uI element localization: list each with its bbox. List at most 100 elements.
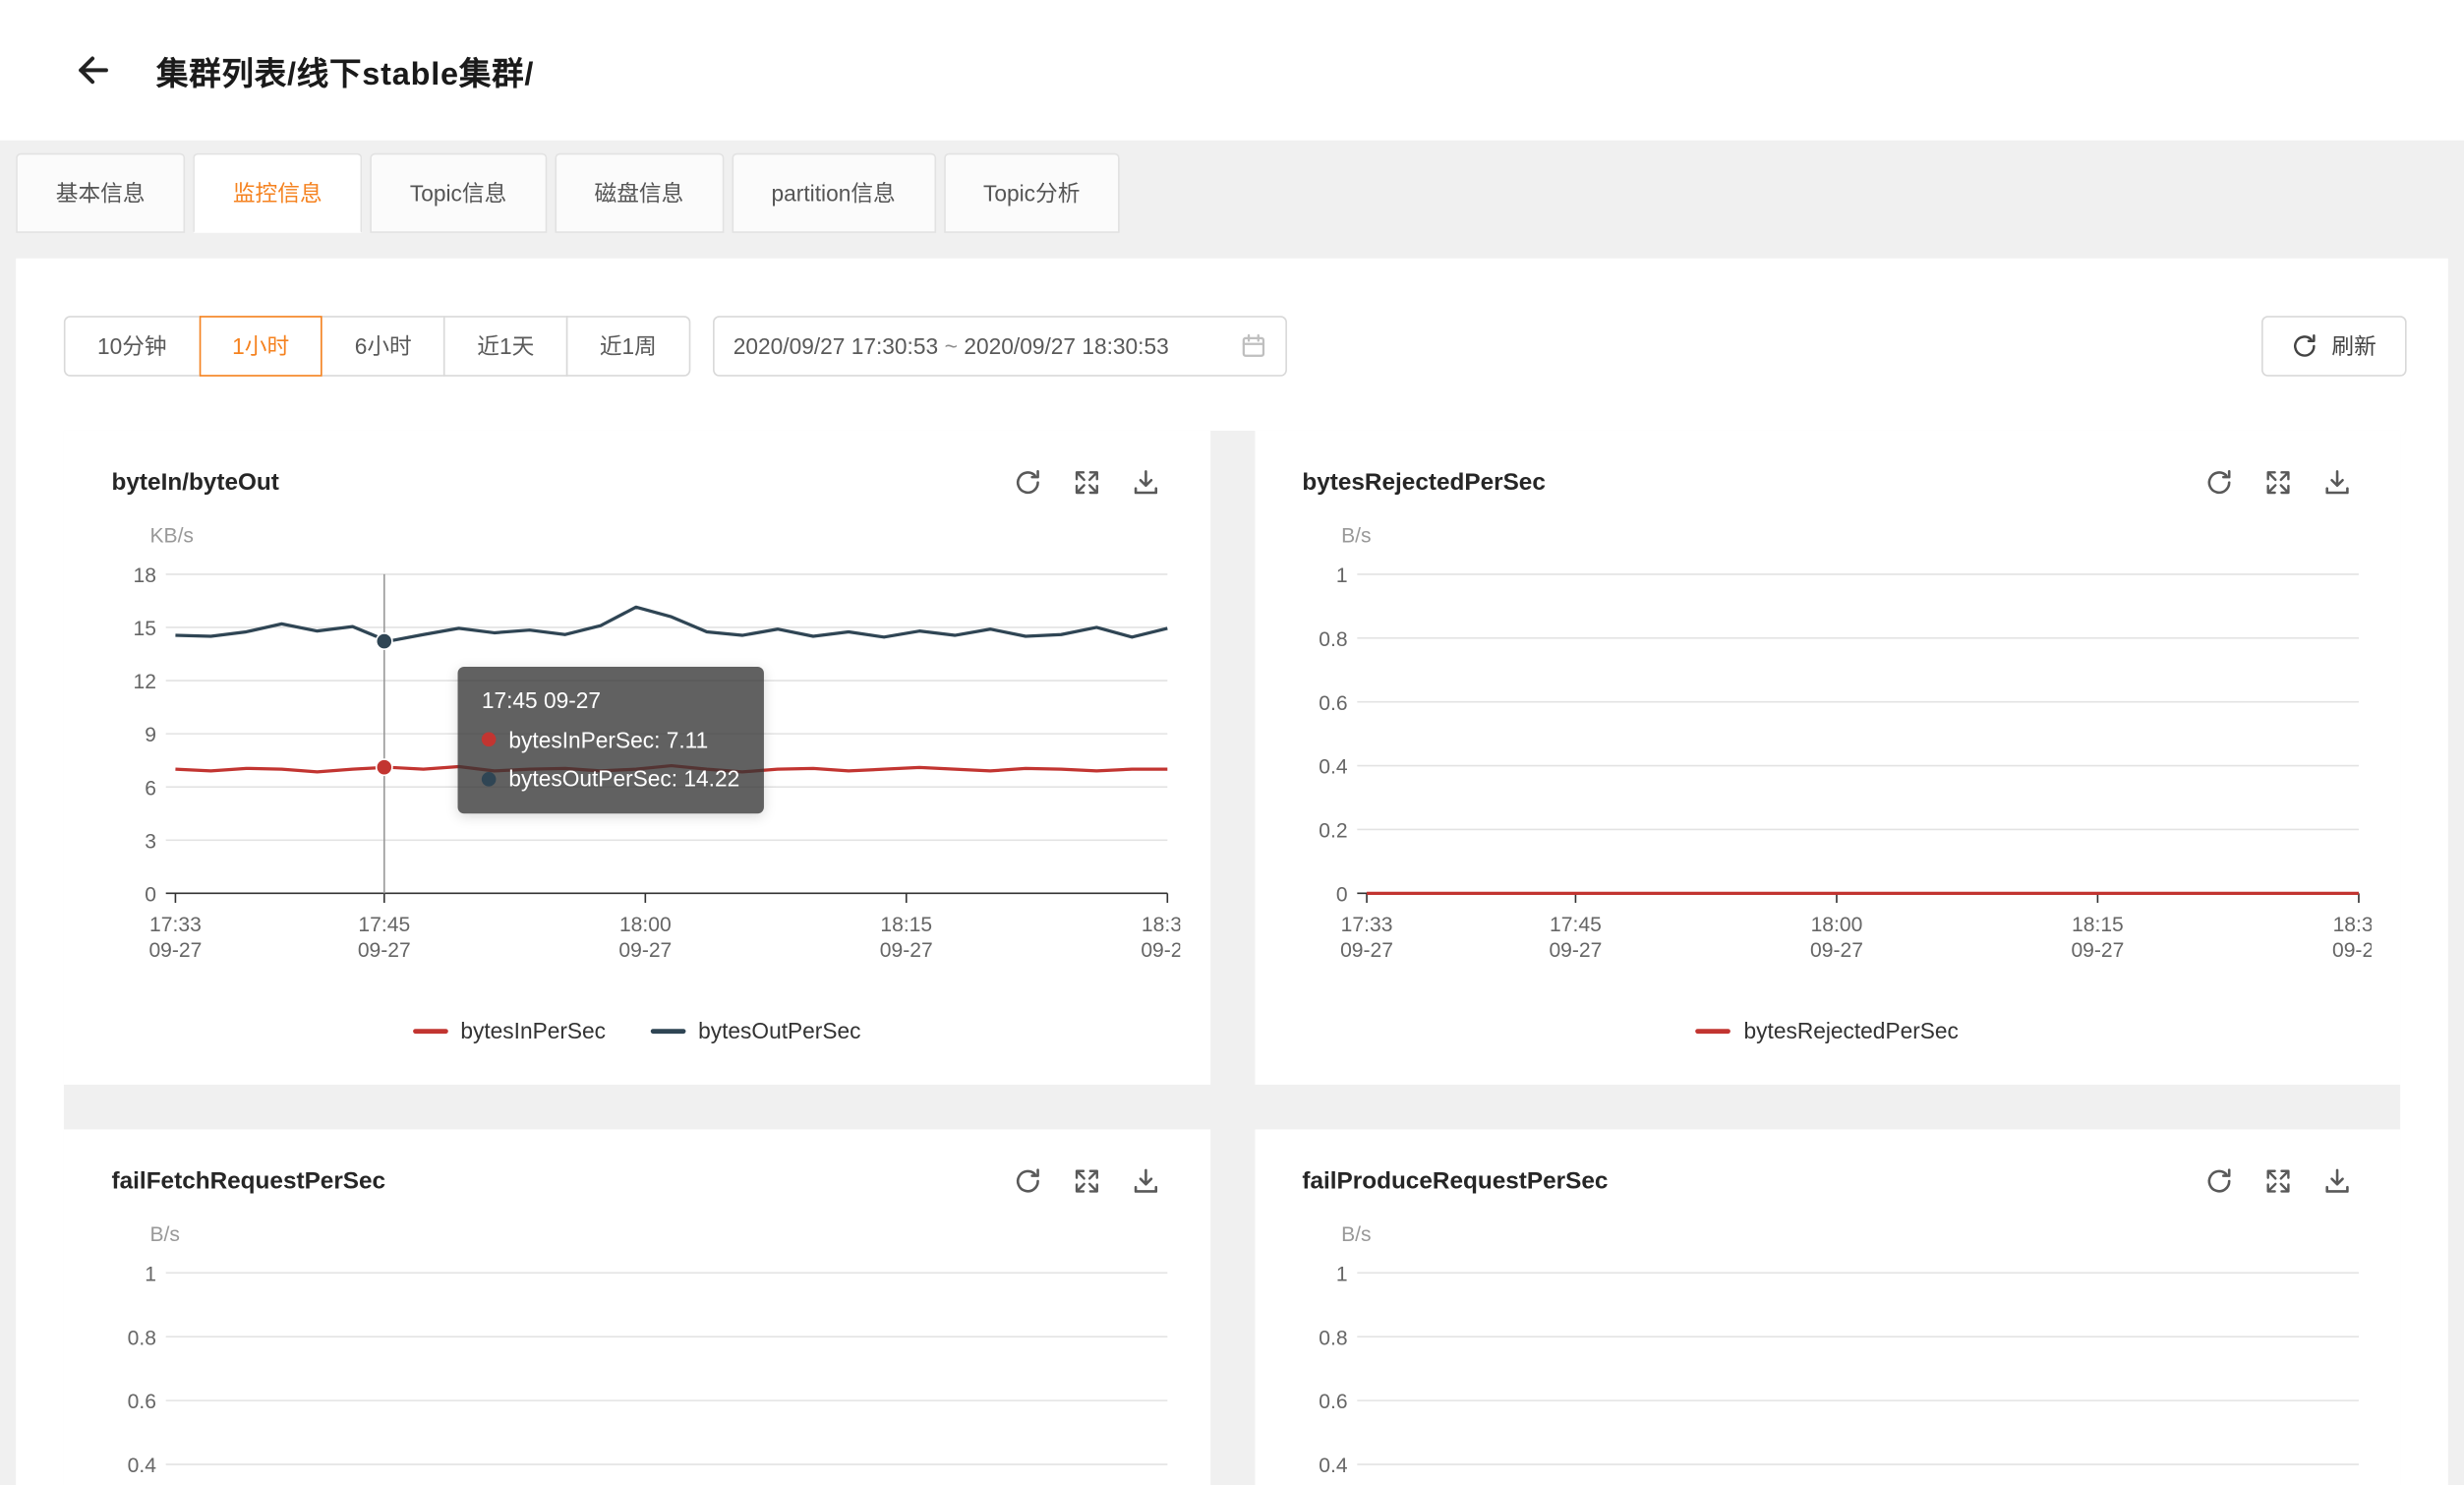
page-header: 集群列表/线下stable集群/ — [0, 0, 2464, 141]
svg-text:0: 0 — [145, 883, 156, 906]
download-icon — [1133, 468, 1160, 496]
date-range-start: 2020/09/27 17:30:53 — [733, 333, 939, 359]
svg-text:18:00: 18:00 — [619, 914, 672, 936]
svg-text:6: 6 — [145, 777, 156, 800]
chart-refresh-button[interactable] — [2202, 466, 2234, 498]
chart-fullscreen-button[interactable] — [1071, 1164, 1102, 1196]
date-range-picker[interactable]: 2020/09/27 17:30:53 ~ 2020/09/27 18:30:5… — [712, 316, 1287, 377]
expand-icon — [1074, 1167, 1101, 1195]
svg-text:B/s: B/s — [1340, 524, 1370, 547]
svg-text:1: 1 — [145, 1263, 156, 1285]
expand-icon — [2263, 1167, 2291, 1195]
monitor-content: 10分钟 1小时 6小时 近1天 近1周 2020/09/27 17:30:53… — [16, 258, 2448, 1485]
tab-basic-info[interactable]: 基本信息 — [16, 152, 186, 233]
download-icon — [2322, 1167, 2350, 1195]
chart-panel-bytein-byteout: byteIn/byteOut KB/s 0 3 6 9 12 15 18 17:33 09-27 1… — [63, 430, 1210, 1085]
panel-head: bytesRejectedPerSec — [1255, 466, 2400, 498]
tab-topic-analysis[interactable]: Topic分析 — [943, 152, 1120, 233]
plot-area[interactable]: KB/s 0 3 6 9 12 15 18 17:33 09-27 17:45 09-27 18:00 0… — [95, 520, 1209, 992]
chart-download-button[interactable] — [2320, 466, 2352, 498]
panel-head: failFetchRequestPerSec — [64, 1164, 1209, 1196]
svg-text:3: 3 — [145, 830, 156, 853]
chart-panel-bytes-rejected: bytesRejectedPerSec B/s 0 0.2 0.4 0.6 0.8 1 17:… — [1254, 430, 2401, 1085]
svg-text:09-27: 09-27 — [358, 939, 411, 962]
panel-actions — [2202, 466, 2352, 498]
chart-download-button[interactable] — [1130, 466, 1161, 498]
svg-text:0.4: 0.4 — [1318, 1455, 1347, 1477]
date-range-separator: ~ — [944, 333, 958, 359]
expand-icon — [2263, 468, 2291, 496]
svg-text:0.8: 0.8 — [1318, 628, 1346, 651]
download-icon — [2322, 468, 2350, 496]
svg-text:0.8: 0.8 — [1318, 1327, 1346, 1349]
chart-download-button[interactable] — [2320, 1164, 2352, 1196]
tab-monitor-info[interactable]: 监控信息 — [193, 152, 363, 233]
refresh-icon — [1015, 468, 1042, 496]
tab-topic-info[interactable]: Topic信息 — [370, 152, 547, 233]
arrow-left-icon — [75, 53, 110, 89]
svg-text:15: 15 — [134, 618, 156, 640]
range-1week-button[interactable]: 近1周 — [565, 316, 690, 377]
calendar-icon — [1241, 333, 1266, 359]
svg-text:0.6: 0.6 — [1318, 692, 1346, 715]
chart-legend: bytesInPerSec bytesOutPerSec — [64, 1018, 1209, 1043]
legend-label: bytesRejectedPerSec — [1743, 1017, 1959, 1043]
panel-head: failProduceRequestPerSec — [1255, 1164, 2400, 1196]
tab-disk-info[interactable]: 磁盘信息 — [554, 152, 724, 233]
range-1day-button[interactable]: 近1天 — [443, 316, 568, 377]
svg-text:0.4: 0.4 — [1318, 756, 1347, 779]
range-1hour-button[interactable]: 1小时 — [199, 316, 323, 377]
refresh-icon — [2292, 333, 2317, 359]
svg-text:18:15: 18:15 — [880, 914, 932, 936]
chart-toolbar: 10分钟 1小时 6小时 近1天 近1周 2020/09/27 17:30:53… — [16, 259, 2448, 377]
svg-text:0.2: 0.2 — [1318, 820, 1346, 843]
tab-bar: 基本信息 监控信息 Topic信息 磁盘信息 partition信息 Topic… — [16, 152, 2464, 233]
range-10min-button[interactable]: 10分钟 — [63, 316, 201, 377]
chart-refresh-button[interactable] — [1012, 466, 1043, 498]
range-6hour-button[interactable]: 6小时 — [321, 316, 445, 377]
legend-item[interactable]: bytesOutPerSec — [650, 1018, 860, 1043]
panel-actions — [1012, 1164, 1161, 1196]
legend-item[interactable]: bytesRejectedPerSec — [1695, 1017, 1959, 1043]
chart-title: failFetchRequestPerSec — [111, 1166, 386, 1195]
chart-legend: bytesRejectedPerSec — [1255, 1018, 2400, 1043]
date-range-end: 2020/09/27 18:30:53 — [964, 333, 1169, 359]
time-range-group: 10分钟 1小时 6小时 近1天 近1周 — [63, 316, 690, 377]
svg-text:17:33: 17:33 — [149, 914, 202, 936]
chart-fullscreen-button[interactable] — [2261, 1164, 2293, 1196]
plot-area[interactable]: B/s00.20.40.60.8117:3309-2717:4509-2718:… — [95, 1218, 1209, 1485]
refresh-icon — [2204, 468, 2232, 496]
refresh-button[interactable]: 刷新 — [2261, 316, 2407, 377]
legend-swatch-icon — [650, 1028, 686, 1034]
panel-head: byteIn/byteOut — [64, 466, 1209, 498]
svg-text:09-27: 09-27 — [1141, 939, 1180, 962]
refresh-icon — [1015, 1167, 1042, 1195]
back-button[interactable] — [70, 48, 114, 92]
svg-text:0.8: 0.8 — [128, 1327, 156, 1349]
svg-text:0.6: 0.6 — [128, 1391, 156, 1413]
download-icon — [1133, 1167, 1160, 1195]
plot-area[interactable]: B/s00.20.40.60.8117:3309-2717:4509-2718:… — [1286, 1218, 2400, 1485]
svg-text:18:00: 18:00 — [1810, 914, 1862, 936]
legend-swatch-icon — [1695, 1028, 1731, 1034]
chart-fullscreen-button[interactable] — [1071, 466, 1102, 498]
svg-text:18:30: 18:30 — [1142, 914, 1180, 936]
svg-text:18:30: 18:30 — [2332, 914, 2371, 936]
chart-refresh-button[interactable] — [2202, 1164, 2234, 1196]
chart-title: bytesRejectedPerSec — [1302, 468, 1546, 496]
chart-title: failProduceRequestPerSec — [1302, 1166, 1609, 1195]
svg-text:09-27: 09-27 — [2331, 939, 2371, 962]
svg-text:17:33: 17:33 — [1340, 914, 1392, 936]
svg-text:09-27: 09-27 — [1339, 939, 1392, 962]
svg-text:18:15: 18:15 — [2071, 914, 2123, 936]
breadcrumb[interactable]: 集群列表/线下stable集群/ — [155, 56, 535, 92]
chart-panel-fail-fetch: failFetchRequestPerSec B/s00.20.40.60.81… — [63, 1129, 1210, 1485]
chart-refresh-button[interactable] — [1012, 1164, 1043, 1196]
chart-fullscreen-button[interactable] — [2261, 466, 2293, 498]
svg-text:KB/s: KB/s — [149, 524, 194, 547]
tab-partition-info[interactable]: partition信息 — [731, 152, 936, 233]
chart-download-button[interactable] — [1130, 1164, 1161, 1196]
legend-item[interactable]: bytesInPerSec — [412, 1018, 606, 1043]
